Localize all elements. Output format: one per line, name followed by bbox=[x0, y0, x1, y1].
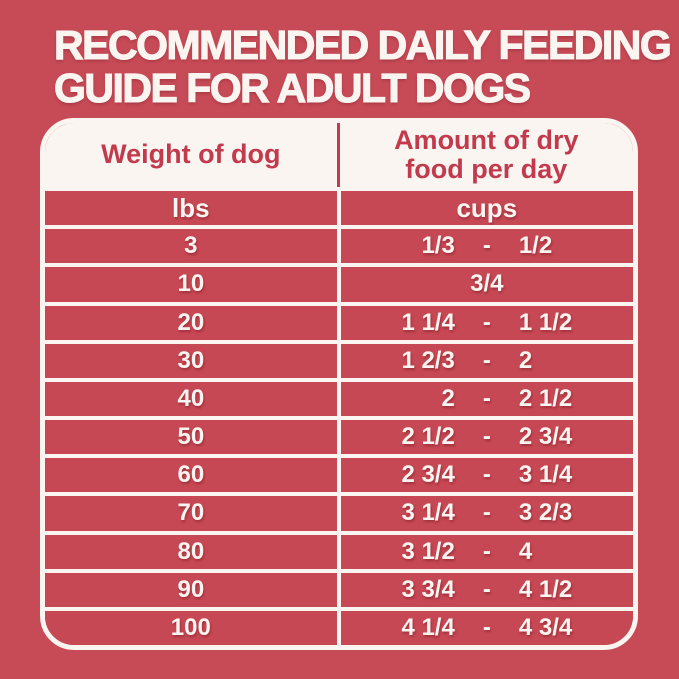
amount-max: 2 3/4 bbox=[518, 423, 573, 451]
amount-cell: 2 3/4 - 3 1/4 bbox=[341, 461, 633, 489]
weight-cell: 10 bbox=[177, 270, 205, 298]
amount-min: 2 3/4 bbox=[401, 461, 455, 489]
range-dash: - bbox=[482, 384, 491, 412]
amount-min: 4 1/4 bbox=[401, 613, 455, 641]
table-row: 60 2 3/4 - 3 1/4 bbox=[45, 454, 633, 493]
weight-cell: 30 bbox=[177, 346, 205, 374]
weight-cell: 90 bbox=[177, 575, 205, 603]
page-title: RECOMMENDED DAILY FEEDING GUIDE FOR ADUL… bbox=[53, 22, 672, 111]
column-header-weight: Weight of dog bbox=[45, 123, 337, 187]
units-row: lbs cups bbox=[45, 187, 633, 226]
table-row: 100 4 1/4 - 4 3/4 bbox=[45, 606, 633, 645]
page-title-line1: RECOMMENDED DAILY FEEDING bbox=[53, 22, 672, 68]
weight-cell: 60 bbox=[177, 461, 205, 489]
range-dash: - bbox=[482, 499, 491, 527]
range-dash: - bbox=[482, 575, 491, 603]
table-row: 10 3/4 bbox=[45, 263, 633, 302]
weight-cell: 50 bbox=[177, 423, 205, 451]
column-header-amount-label: Amount of dry food per day bbox=[394, 124, 579, 184]
units-weight-cell: lbs bbox=[172, 192, 210, 223]
amount-max: 4 bbox=[518, 537, 533, 565]
amount-cell: 4 1/4 - 4 3/4 bbox=[341, 614, 633, 642]
weight-cell: 100 bbox=[170, 613, 211, 641]
table-row: 90 3 3/4 - 4 1/2 bbox=[45, 568, 633, 607]
range-dash: - bbox=[482, 308, 491, 336]
range-dash: - bbox=[482, 537, 491, 565]
units-amount-cell: cups bbox=[336, 191, 633, 226]
amount-min: 3 1/4 bbox=[401, 499, 455, 527]
table-header-row: Weight of dog Amount of dry food per day bbox=[45, 123, 633, 187]
table-row: 70 3 1/4 - 3 2/3 bbox=[45, 492, 633, 531]
range-dash: - bbox=[482, 346, 491, 374]
amount-cell: 3 1/2 - 4 bbox=[341, 538, 633, 566]
amount-min: 2 bbox=[441, 384, 455, 412]
feeding-guide-table: Weight of dog Amount of dry food per day… bbox=[40, 118, 638, 650]
amount-min: 2 1/2 bbox=[401, 423, 455, 451]
amount-max: 2 bbox=[518, 346, 533, 374]
table-row: 30 1 2/3 - 2 bbox=[45, 339, 633, 378]
amount-cell: 2 - 2 1/2 bbox=[341, 385, 633, 413]
amount-cell: 1 1/4 - 1 1/2 bbox=[341, 309, 633, 337]
range-dash: - bbox=[482, 461, 491, 489]
table-row: 80 3 1/2 - 4 bbox=[45, 530, 633, 569]
table-body: lbs cups 3 1/3 - 1/2 10 3/4 20 1 1/4 - 1… bbox=[45, 187, 633, 645]
amount-cell: 1/3 - 1/2 bbox=[341, 232, 633, 260]
range-dash: - bbox=[482, 232, 491, 260]
amount-max: 3 2/3 bbox=[518, 499, 573, 527]
weight-cell: 80 bbox=[177, 537, 205, 565]
amount-max: 1/2 bbox=[518, 232, 553, 260]
amount-cell: 1 2/3 - 2 bbox=[341, 347, 633, 375]
column-header-weight-label: Weight of dog bbox=[101, 139, 281, 170]
page-title-line2: GUIDE FOR ADULT DOGS bbox=[53, 64, 531, 111]
amount-min: 1/3 bbox=[421, 232, 455, 260]
weight-cell: 20 bbox=[177, 308, 205, 336]
amount-max: 4 3/4 bbox=[518, 613, 573, 641]
weight-cell: 40 bbox=[177, 384, 205, 412]
table-row: 50 2 1/2 - 2 3/4 bbox=[45, 416, 633, 455]
amount-min: 1 1/4 bbox=[401, 308, 455, 336]
amount-min: 3 1/2 bbox=[401, 537, 455, 565]
amount-max: 4 1/2 bbox=[518, 575, 573, 603]
weight-cell: 3 bbox=[184, 232, 198, 260]
range-dash: - bbox=[482, 613, 491, 641]
column-header-amount: Amount of dry food per day bbox=[336, 123, 633, 187]
weight-cell: 70 bbox=[177, 499, 205, 527]
amount-cell: 3/4 bbox=[470, 270, 504, 298]
amount-cell: 3 3/4 - 4 1/2 bbox=[341, 576, 633, 604]
table-row: 3 1/3 - 1/2 bbox=[45, 225, 633, 264]
amount-max: 3 1/4 bbox=[518, 461, 573, 489]
amount-min: 1 2/3 bbox=[401, 346, 455, 374]
amount-cell: 2 1/2 - 2 3/4 bbox=[341, 423, 633, 451]
amount-min: 3 3/4 bbox=[401, 575, 455, 603]
range-dash: - bbox=[482, 423, 491, 451]
amount-cell: 3 1/4 - 3 2/3 bbox=[341, 499, 633, 527]
table-row: 20 1 1/4 - 1 1/2 bbox=[45, 301, 633, 340]
table-row: 40 2 - 2 1/2 bbox=[45, 377, 633, 417]
amount-max: 1 1/2 bbox=[518, 308, 573, 336]
amount-max: 2 1/2 bbox=[518, 384, 573, 412]
